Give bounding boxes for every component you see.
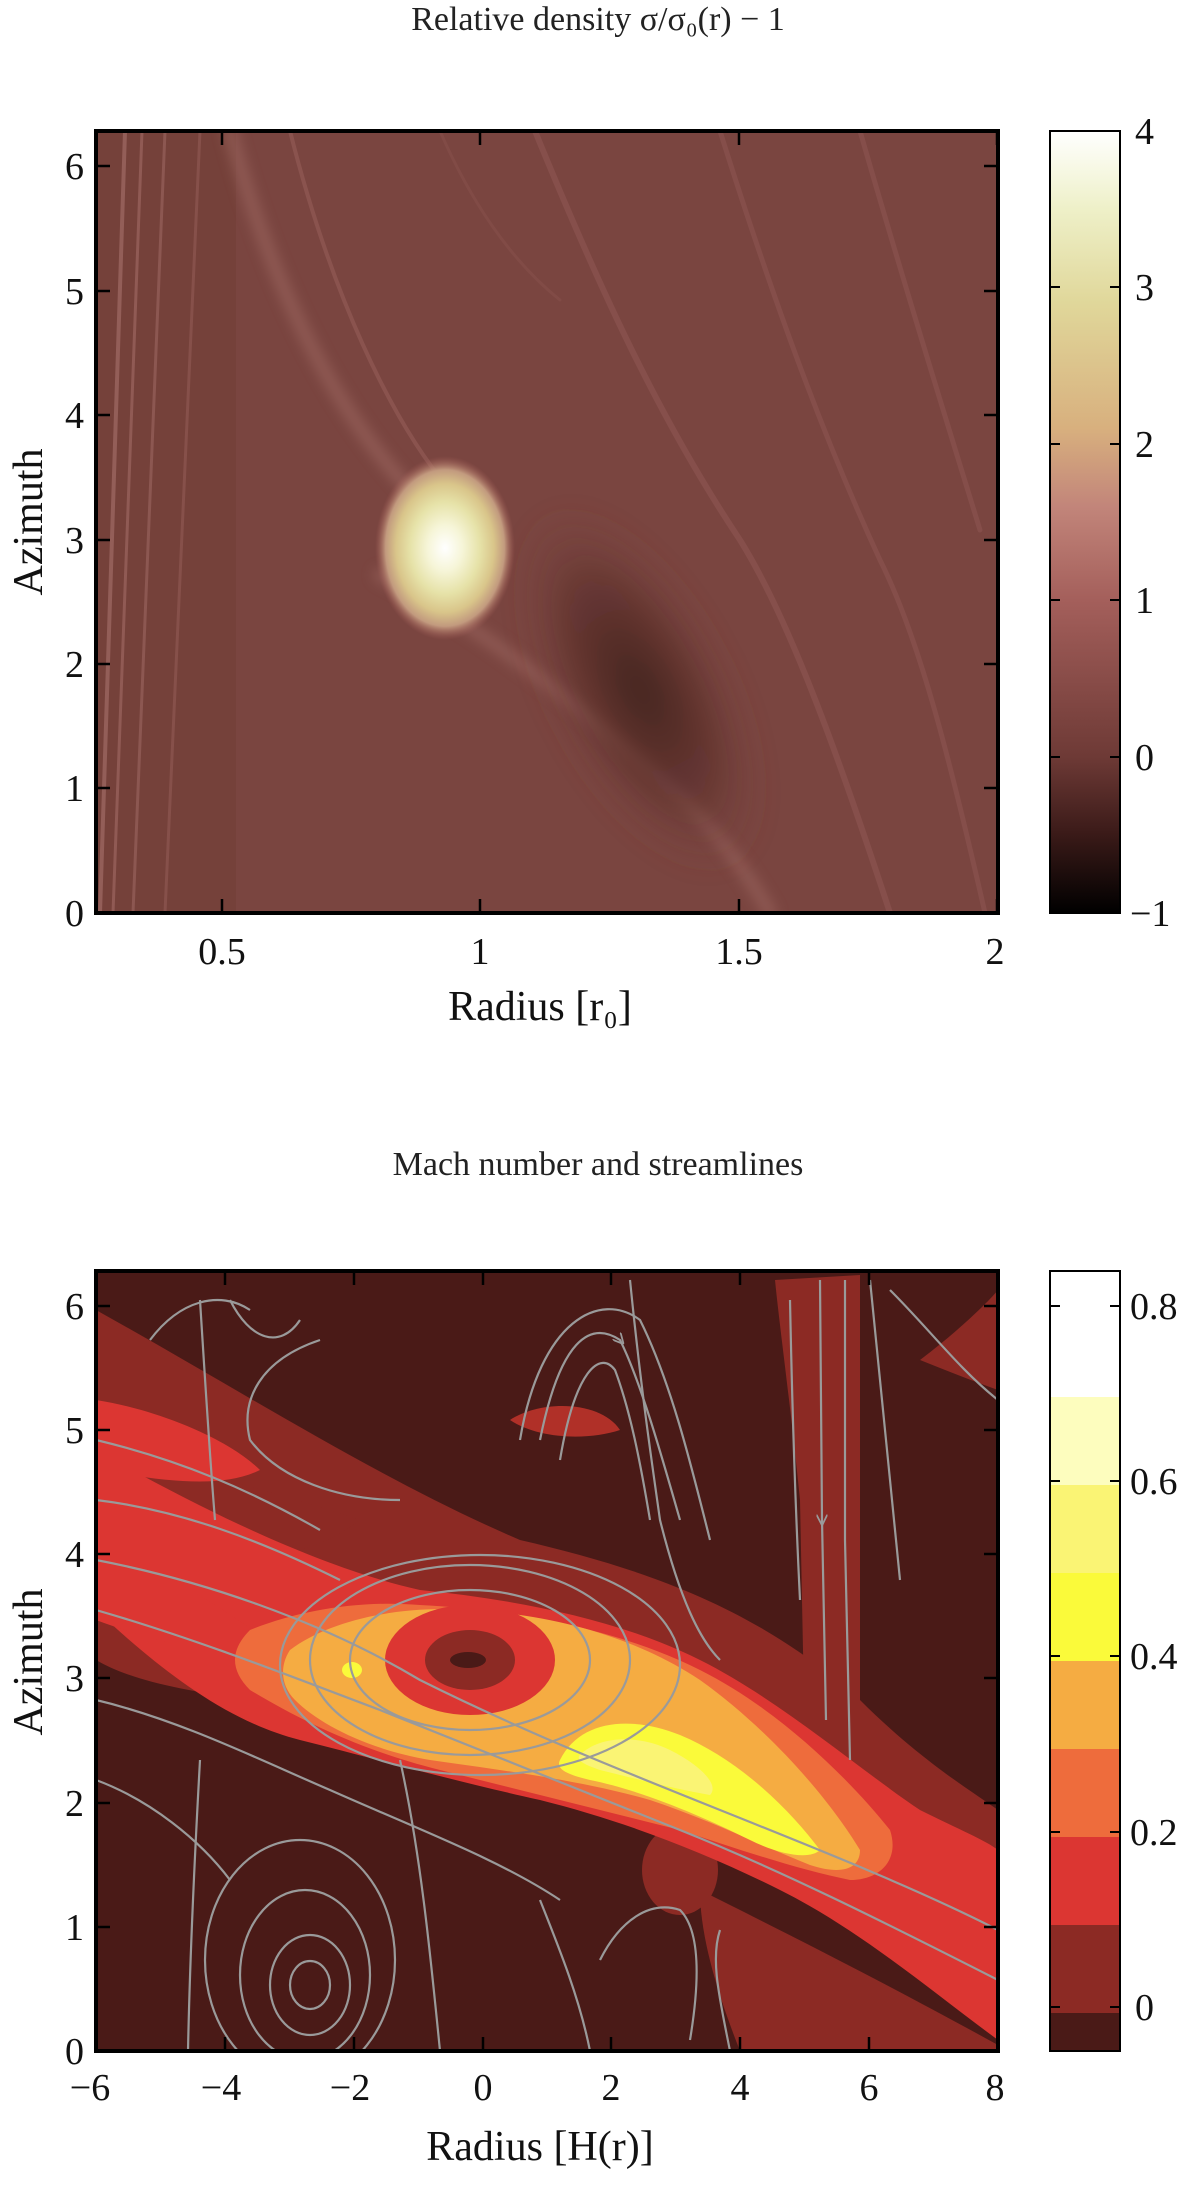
density-xtick-3: 2 — [986, 931, 1005, 973]
density-cbar-tick-5: 4 — [1135, 111, 1154, 153]
density-x-ticks — [220, 131, 999, 913]
mach-xtick-4: 2 — [602, 2067, 621, 2109]
mach-cbar-tick-4: 0.8 — [1130, 1286, 1178, 1328]
mach-x-tick-labels: −6 −4 −2 0 2 4 6 8 — [70, 2067, 1005, 2109]
density-cbar-tick-3: 2 — [1135, 424, 1154, 466]
density-y-axis-label: Azimuth — [6, 449, 52, 596]
density-frame — [94, 129, 1000, 915]
mach-xtick-6: 6 — [860, 2067, 879, 2109]
mach-ytick-6: 6 — [65, 1286, 84, 1328]
mach-xtick-3: 0 — [474, 2067, 493, 2109]
mach-ytick-3: 3 — [65, 1658, 84, 1700]
mach-cbar-tick-2: 0.4 — [1130, 1636, 1178, 1678]
mach-cbar-tick-0: 0 — [1135, 1987, 1154, 2029]
density-xtick-1: 1 — [471, 931, 490, 973]
mach-level-0.6 — [578, 1739, 713, 1795]
density-x-tick-labels: 0.5 1 1.5 2 — [198, 931, 1004, 973]
mach-xtick-7: 8 — [986, 2067, 1005, 2109]
mach-plot-area — [96, 1271, 998, 2051]
mach-y-axis-label: Azimuth — [6, 1589, 52, 1736]
density-cbar-tick-1: 0 — [1135, 737, 1154, 779]
mach-ytick-2: 2 — [65, 1783, 84, 1825]
mach-xtick-5: 4 — [731, 2067, 750, 2109]
mach-streamlines — [96, 1279, 998, 2051]
density-plot-area — [96, 131, 998, 913]
mach-ytick-1: 1 — [65, 1907, 84, 1949]
density-ytick-4: 4 — [65, 395, 84, 437]
density-ytick-6: 6 — [65, 146, 84, 188]
density-colorbar: −1 0 1 2 3 4 — [1049, 111, 1170, 935]
mach-cbar-tick-3: 0.6 — [1130, 1461, 1178, 1503]
mach-x-axis-label: Radius [H(r)] — [426, 2124, 653, 2170]
density-cbar-tick-4: 3 — [1135, 267, 1154, 309]
density-peak — [375, 456, 515, 640]
mach-xtick-1: −4 — [201, 2067, 241, 2109]
density-x-axis-label: Radius [r₀] — [448, 984, 632, 1030]
density-ytick-0: 0 — [65, 893, 84, 935]
density-xtick-2: 1.5 — [715, 931, 763, 973]
mach-ytick-0: 0 — [65, 2031, 84, 2073]
density-y-ticks — [96, 164, 998, 915]
density-ytick-5: 5 — [65, 271, 84, 313]
mach-xtick-2: −2 — [330, 2067, 370, 2109]
density-xtick-0: 0.5 — [198, 931, 246, 973]
mach-title: Mach number and streamlines — [393, 1146, 804, 1183]
density-colorbar-gradient — [1050, 131, 1120, 913]
mach-ytick-4: 4 — [65, 1534, 84, 1576]
density-ytick-1: 1 — [65, 768, 84, 810]
mach-ytick-5: 5 — [65, 1410, 84, 1452]
density-cbar-tick-0: −1 — [1130, 893, 1170, 935]
density-ytick-3: 3 — [65, 520, 84, 562]
density-ytick-2: 2 — [65, 644, 84, 686]
density-deficit — [516, 508, 764, 872]
mach-colorbar: 0 0.2 0.4 0.6 0.8 — [1049, 1270, 1178, 2052]
mach-frame — [94, 1269, 1000, 2053]
mach-x-ticks — [94, 1271, 1000, 2051]
density-title: Relative density σ/σ₀(r) − 1 — [411, 1, 785, 38]
mach-cbar-tick-1: 0.2 — [1130, 1812, 1178, 1854]
mach-xtick-0: −6 — [70, 2067, 110, 2109]
density-y-tick-labels: 0 1 2 3 4 5 6 — [65, 146, 84, 935]
density-cbar-tick-2: 1 — [1135, 580, 1154, 622]
mach-y-tick-labels: 0 1 2 3 4 5 6 — [65, 1286, 84, 2073]
mach-y-ticks — [96, 1304, 998, 2053]
